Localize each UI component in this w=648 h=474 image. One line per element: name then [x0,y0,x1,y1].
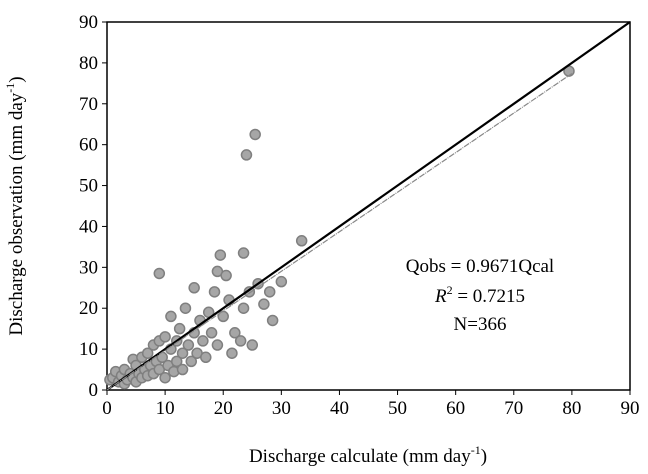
fit-line [106,73,573,391]
point [249,128,261,141]
y-tick-label: 40 [79,216,98,237]
y-tick-label: 20 [79,298,98,319]
point [208,286,221,298]
x-axis-label: Discharge calculate (mm day-1) [249,443,487,467]
y-tick-label: 30 [79,257,98,278]
y-label-text: Discharge observation (mm day [6,92,27,335]
point [197,335,209,347]
point [237,247,250,259]
r2-value: = 0.7215 [453,286,525,307]
point [205,327,218,339]
point [229,327,241,339]
r2-sup: 2 [447,283,453,297]
y-tick-label: 70 [79,94,98,115]
x-label-text: Discharge calculate (mm day [249,446,471,467]
y-axis-label: Discharge observation (mm day-1) [3,76,27,335]
x-tick-label: 40 [330,398,349,419]
r2-symbol: R [434,286,447,307]
x-tick-label: 30 [272,398,291,419]
x-tick-label: 20 [214,398,233,419]
point [185,355,198,368]
y-tick-label: 60 [79,135,98,156]
x-tick-label: 90 [621,398,640,419]
point [258,298,270,310]
x-tick-label: 50 [388,398,407,419]
point [153,267,166,280]
point [159,371,171,384]
x-label-sup: -1 [471,443,481,457]
point [141,347,154,359]
y-tick-label: 0 [89,380,99,401]
point [266,314,279,327]
plot-frame [106,21,631,391]
point [275,275,288,288]
point [226,347,238,359]
x-tick-label: 0 [102,398,112,419]
point [295,235,308,247]
point [159,331,171,343]
point [211,339,224,351]
y-label-end: ) [6,76,27,82]
point [179,302,192,314]
point [214,249,227,261]
point [234,335,247,347]
sample-count: N=366 [454,314,507,335]
point [173,322,186,335]
point [263,286,276,298]
point [200,351,212,364]
equation: Qobs = 0.9671Qcal [406,256,554,277]
point [240,149,253,161]
point [176,363,189,376]
x-tick-label: 10 [156,398,175,419]
point [165,310,177,323]
point [188,282,200,294]
point [220,269,232,282]
x-label-end: ) [481,446,487,467]
point [237,302,250,314]
y-tick-label: 10 [79,339,98,360]
x-tick-label: 60 [446,398,465,419]
point [182,339,195,351]
y-label-sup: -1 [3,83,17,93]
point [170,355,183,368]
y-tick-label: 80 [79,53,98,74]
point [176,347,189,359]
x-tick-label: 80 [562,398,581,419]
y-tick-label: 50 [79,176,98,197]
r-squared: R2 = 0.7215 [434,283,525,307]
y-tick-label: 90 [79,12,98,33]
identity-line [106,21,631,391]
x-tick-label: 70 [504,398,523,419]
point [246,339,259,351]
